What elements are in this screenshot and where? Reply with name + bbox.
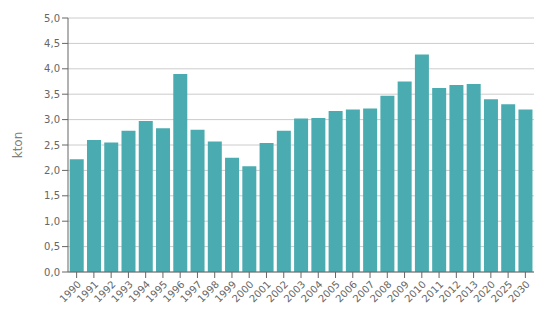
svg-text:4,5: 4,5 [44, 38, 60, 49]
svg-text:1999: 1999 [212, 278, 239, 305]
svg-text:2020: 2020 [471, 278, 498, 305]
svg-text:3,5: 3,5 [44, 89, 60, 100]
svg-text:3,0: 3,0 [44, 114, 60, 125]
svg-text:0,5: 0,5 [44, 241, 60, 252]
svg-text:2008: 2008 [368, 278, 394, 305]
svg-text:1995: 1995 [143, 278, 170, 305]
svg-text:2010: 2010 [402, 278, 429, 305]
svg-text:kton: kton [11, 132, 25, 159]
svg-text:1,5: 1,5 [44, 190, 60, 201]
svg-text:1990: 1990 [57, 278, 84, 305]
svg-text:2009: 2009 [385, 278, 411, 305]
svg-text:2030: 2030 [506, 279, 532, 305]
svg-text:1998: 1998 [195, 278, 222, 305]
svg-text:1991: 1991 [74, 278, 101, 305]
svg-text:2004: 2004 [298, 278, 325, 305]
svg-text:1993: 1993 [109, 278, 135, 305]
svg-text:2007: 2007 [350, 278, 377, 305]
svg-text:2005: 2005 [316, 278, 342, 305]
svg-text:1996: 1996 [160, 278, 187, 305]
svg-text:1994: 1994 [126, 278, 153, 305]
svg-text:2011: 2011 [419, 278, 446, 305]
svg-text:1,0: 1,0 [44, 216, 60, 227]
svg-text:1997: 1997 [178, 278, 204, 305]
svg-text:2,5: 2,5 [44, 140, 60, 151]
svg-text:2,0: 2,0 [44, 165, 60, 176]
svg-text:2003: 2003 [281, 278, 308, 305]
svg-text:2025: 2025 [488, 278, 515, 305]
svg-text:2006: 2006 [333, 278, 360, 305]
svg-text:2002: 2002 [264, 278, 291, 305]
svg-text:2000: 2000 [229, 278, 256, 305]
svg-text:2012: 2012 [437, 278, 463, 305]
svg-text:2013: 2013 [454, 278, 480, 305]
svg-text:5,0: 5,0 [44, 13, 60, 24]
svg-text:1992: 1992 [91, 278, 118, 305]
svg-text:0,0: 0,0 [44, 267, 60, 278]
svg-text:4,0: 4,0 [44, 63, 60, 74]
svg-text:2001: 2001 [247, 278, 273, 305]
